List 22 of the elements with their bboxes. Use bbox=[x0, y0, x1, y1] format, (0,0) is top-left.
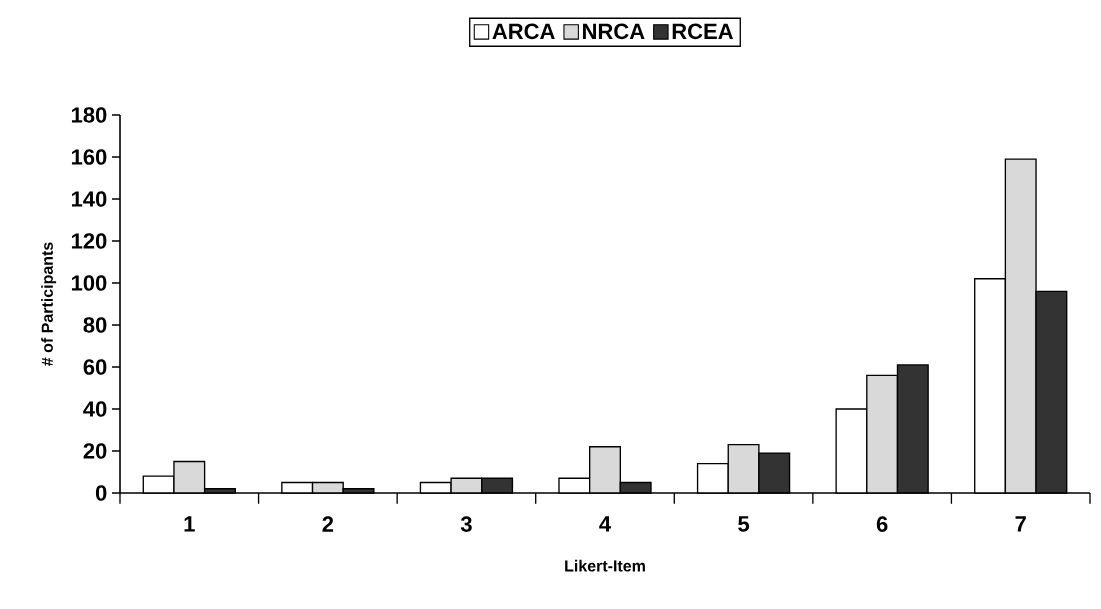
y-tick-label: 20 bbox=[83, 443, 107, 459]
y-tick-label: 160 bbox=[71, 149, 107, 165]
x-tick-label: 1 bbox=[184, 516, 195, 532]
x-tick-label: 5 bbox=[738, 516, 750, 532]
y-tick-label: 100 bbox=[71, 275, 107, 291]
y-tick-label: 140 bbox=[71, 191, 107, 207]
legend-label: NRCA bbox=[583, 23, 645, 40]
x-tick-label: 7 bbox=[1015, 516, 1026, 532]
x-tick-label: 4 bbox=[599, 516, 611, 532]
x-tick-label: 6 bbox=[876, 516, 888, 532]
legend-label: ARCA bbox=[492, 23, 555, 40]
y-tick-label: 120 bbox=[71, 233, 107, 249]
y-tick-label: 40 bbox=[83, 401, 107, 417]
x-axis-title: Likert-Item bbox=[565, 559, 645, 572]
y-axis-title: # of Participants bbox=[41, 242, 57, 366]
y-tick-label: 80 bbox=[83, 317, 107, 333]
y-tick-label: 0 bbox=[95, 485, 107, 501]
legend-label: RCEA bbox=[672, 23, 734, 40]
y-tick-label: 180 bbox=[71, 107, 107, 123]
y-tick-label: 60 bbox=[83, 359, 107, 375]
x-tick-label: 2 bbox=[322, 516, 334, 532]
x-tick-label: 3 bbox=[460, 516, 472, 532]
